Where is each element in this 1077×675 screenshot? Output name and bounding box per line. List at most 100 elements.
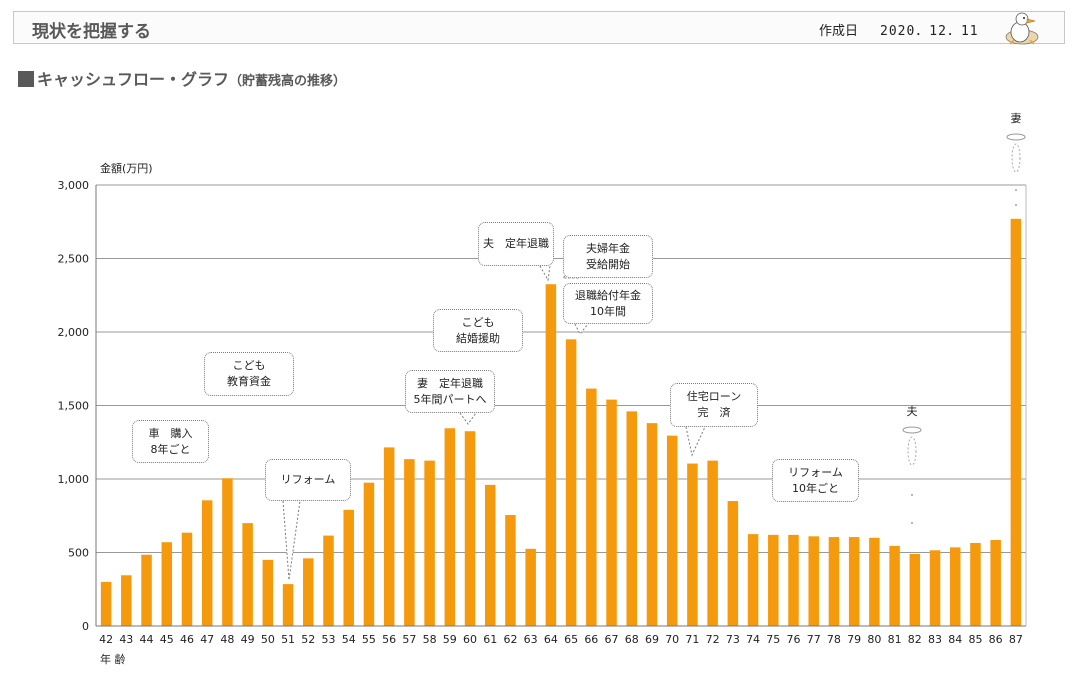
x-tick-label: 75 <box>766 633 780 646</box>
x-tick-label: 59 <box>443 633 457 646</box>
bar <box>990 540 1001 626</box>
person-label: 夫 <box>907 405 918 418</box>
x-tick-label: 60 <box>463 633 477 646</box>
spirit-body-icon <box>907 436 917 466</box>
x-tick-label: 77 <box>807 633 821 646</box>
x-tick-label: 84 <box>948 633 962 646</box>
bar <box>828 537 840 626</box>
annotation-callout: リフォーム 10年ごと <box>772 459 859 502</box>
square-bullet-icon <box>18 71 34 87</box>
bar <box>788 534 799 626</box>
bars <box>100 218 1022 626</box>
halo-icon <box>1006 133 1026 141</box>
x-tick-label: 66 <box>584 633 598 646</box>
bar <box>100 581 112 626</box>
x-tick-label: 64 <box>544 633 558 646</box>
bar <box>262 559 274 626</box>
x-tick-label: 47 <box>200 633 214 646</box>
x-tick-label: 71 <box>685 633 699 646</box>
bar <box>909 553 921 626</box>
callout-tail <box>574 323 589 335</box>
x-tick-label: 53 <box>322 633 336 646</box>
bar <box>848 537 860 626</box>
x-tick-label: 74 <box>746 633 760 646</box>
callout-tail <box>685 426 706 457</box>
x-tick-label: 78 <box>827 633 841 646</box>
x-tick-label: 57 <box>402 633 416 646</box>
bar <box>242 523 253 626</box>
bar <box>201 500 213 626</box>
page-title: 現状を把握する <box>32 22 151 42</box>
x-tick-label: 85 <box>968 633 982 646</box>
x-tick-label: 68 <box>625 633 639 646</box>
bar <box>666 435 678 626</box>
annotation-callout: リフォーム <box>265 459 351 501</box>
x-tick-label: 86 <box>989 633 1003 646</box>
page-header: 現状を把握する 作成日 2020．12．11 <box>13 11 1065 44</box>
x-tick-label: 43 <box>119 633 133 646</box>
bar <box>181 532 193 626</box>
x-tick-label: 63 <box>524 633 538 646</box>
bar <box>869 537 880 626</box>
spirit-body-icon <box>1011 143 1021 173</box>
bar <box>606 399 617 626</box>
y-tick-label: 2,000 <box>58 326 90 339</box>
bar <box>161 542 173 626</box>
y-tick-label: 500 <box>68 547 89 560</box>
angel-person-icon: 妻 <box>1006 112 1026 206</box>
x-tick-label: 67 <box>605 633 619 646</box>
person-markers: 夫妻 <box>902 112 1026 524</box>
callout-tails <box>282 265 706 581</box>
annotation-callout: 夫 定年退職 <box>478 222 554 266</box>
callout-tail <box>539 265 551 282</box>
annotation-callout: 退職給付年金 10年間 <box>563 283 653 324</box>
y-tick-label: 1,500 <box>58 400 90 413</box>
trail-dot <box>911 522 913 524</box>
y-tick-label: 3,000 <box>58 179 90 192</box>
y-axis-label: 金額(万円) <box>100 161 153 175</box>
x-tick-label: 73 <box>726 633 740 646</box>
bar <box>343 509 354 626</box>
x-tick-label: 52 <box>301 633 315 646</box>
x-tick-label: 81 <box>888 633 902 646</box>
x-tick-label: 48 <box>220 633 234 646</box>
x-tick-label: 54 <box>342 633 356 646</box>
bar <box>141 554 152 626</box>
trail-dot <box>1015 204 1017 206</box>
x-tick-label: 79 <box>847 633 861 646</box>
bar <box>484 484 496 626</box>
creation-date: 2020．12．11 <box>880 24 979 39</box>
x-tick-label: 44 <box>140 633 154 646</box>
bar <box>747 534 759 626</box>
bar <box>646 423 658 626</box>
x-axis-label: 年 齢 <box>100 652 126 666</box>
annotation-callout: こども 結婚援助 <box>433 309 523 352</box>
x-tick-label: 58 <box>423 633 437 646</box>
bar <box>282 584 294 626</box>
x-tick-label: 72 <box>706 633 720 646</box>
annotation-callout: 車 購入 8年ごと <box>132 420 209 463</box>
bar <box>424 460 435 626</box>
x-tick-label: 70 <box>665 633 679 646</box>
bar <box>929 550 941 626</box>
x-tick-label: 87 <box>1009 633 1023 646</box>
x-tick-label: 51 <box>281 633 295 646</box>
bar <box>404 459 415 626</box>
bar <box>303 558 314 626</box>
x-tick-label: 45 <box>160 633 174 646</box>
callout-tail <box>459 412 477 425</box>
annotation-callout: 妻 定年退職 5年間パートへ <box>405 370 495 413</box>
angel-person-icon: 夫 <box>902 405 922 524</box>
y-tick-label: 0 <box>82 620 89 633</box>
x-tick-label: 83 <box>928 633 942 646</box>
x-tick-label: 69 <box>645 633 659 646</box>
x-tick-label: 42 <box>99 633 113 646</box>
y-tick-label: 1,000 <box>58 473 90 486</box>
bar <box>323 535 334 626</box>
bar <box>222 478 233 626</box>
bar <box>727 501 739 626</box>
bar <box>707 460 718 626</box>
grid-lines <box>96 184 1026 553</box>
bar <box>687 463 698 626</box>
